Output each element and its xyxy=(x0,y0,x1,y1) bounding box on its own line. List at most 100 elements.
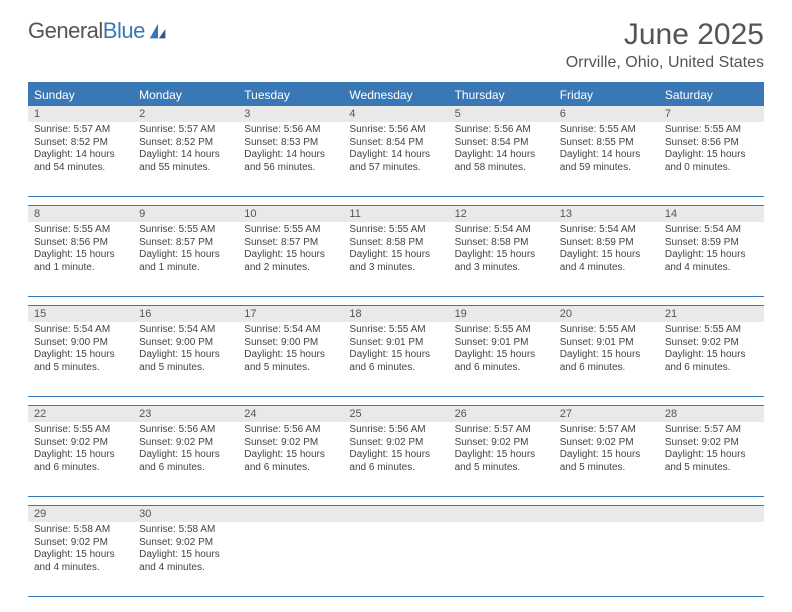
day-data: Sunrise: 5:54 AMSunset: 8:59 PMDaylight:… xyxy=(554,222,659,278)
day-number xyxy=(554,506,659,522)
daylight-line1: Daylight: 15 hours xyxy=(34,349,127,362)
logo: GeneralBlue xyxy=(28,18,169,44)
sunrise-line: Sunrise: 5:57 AM xyxy=(455,424,548,437)
day-data: Sunrise: 5:55 AMSunset: 8:56 PMDaylight:… xyxy=(659,122,764,178)
day-number: 12 xyxy=(449,206,554,222)
daynum-row: 22232425262728 xyxy=(28,405,764,422)
day-data: Sunrise: 5:55 AMSunset: 8:57 PMDaylight:… xyxy=(133,222,238,278)
sunset-line: Sunset: 8:58 PM xyxy=(349,237,442,250)
week-row: Sunrise: 5:55 AMSunset: 8:56 PMDaylight:… xyxy=(28,222,764,297)
day-cell: Sunrise: 5:58 AMSunset: 9:02 PMDaylight:… xyxy=(133,522,238,596)
dayhead-sun: Sunday xyxy=(28,84,133,106)
sunrise-line: Sunrise: 5:55 AM xyxy=(244,224,337,237)
daylight-line2: and 56 minutes. xyxy=(244,162,337,175)
day-data: Sunrise: 5:55 AMSunset: 8:55 PMDaylight:… xyxy=(554,122,659,178)
day-number: 8 xyxy=(28,206,133,222)
day-number: 19 xyxy=(449,306,554,322)
day-data: Sunrise: 5:55 AMSunset: 9:02 PMDaylight:… xyxy=(659,322,764,378)
day-data: Sunrise: 5:55 AMSunset: 8:57 PMDaylight:… xyxy=(238,222,343,278)
sunset-line: Sunset: 9:02 PM xyxy=(665,437,758,450)
daylight-line2: and 57 minutes. xyxy=(349,162,442,175)
day-number: 14 xyxy=(659,206,764,222)
daylight-line1: Daylight: 15 hours xyxy=(455,349,548,362)
day-number: 9 xyxy=(133,206,238,222)
dayhead-tue: Tuesday xyxy=(238,84,343,106)
day-cell: Sunrise: 5:54 AMSunset: 9:00 PMDaylight:… xyxy=(238,322,343,396)
day-number: 18 xyxy=(343,306,448,322)
sunrise-line: Sunrise: 5:57 AM xyxy=(560,424,653,437)
daylight-line1: Daylight: 15 hours xyxy=(139,349,232,362)
day-data: Sunrise: 5:56 AMSunset: 8:54 PMDaylight:… xyxy=(343,122,448,178)
sunset-line: Sunset: 8:54 PM xyxy=(455,137,548,150)
daylight-line2: and 6 minutes. xyxy=(665,362,758,375)
day-cell: Sunrise: 5:55 AMSunset: 9:01 PMDaylight:… xyxy=(343,322,448,396)
daylight-line2: and 5 minutes. xyxy=(455,462,548,475)
daylight-line2: and 58 minutes. xyxy=(455,162,548,175)
day-cell: Sunrise: 5:54 AMSunset: 9:00 PMDaylight:… xyxy=(133,322,238,396)
day-data: Sunrise: 5:56 AMSunset: 8:53 PMDaylight:… xyxy=(238,122,343,178)
day-cell: Sunrise: 5:56 AMSunset: 9:02 PMDaylight:… xyxy=(343,422,448,496)
day-number xyxy=(238,506,343,522)
sunrise-line: Sunrise: 5:55 AM xyxy=(34,224,127,237)
day-header-row: Sunday Monday Tuesday Wednesday Thursday… xyxy=(28,84,764,106)
day-cell: Sunrise: 5:57 AMSunset: 9:02 PMDaylight:… xyxy=(449,422,554,496)
daylight-line2: and 6 minutes. xyxy=(244,462,337,475)
sunset-line: Sunset: 9:02 PM xyxy=(139,537,232,550)
calendar: Sunday Monday Tuesday Wednesday Thursday… xyxy=(28,82,764,597)
day-cell xyxy=(449,522,554,596)
day-data: Sunrise: 5:58 AMSunset: 9:02 PMDaylight:… xyxy=(28,522,133,578)
week-row: Sunrise: 5:54 AMSunset: 9:00 PMDaylight:… xyxy=(28,322,764,397)
sunset-line: Sunset: 8:56 PM xyxy=(34,237,127,250)
day-number: 27 xyxy=(554,406,659,422)
logo-part2: Blue xyxy=(103,18,145,43)
week-row: Sunrise: 5:58 AM Sunset: 9:02 PM Daylight:… xyxy=(28,522,764,597)
day-number: 11 xyxy=(343,206,448,222)
daylight-line1: Daylight: 15 hours xyxy=(34,549,127,562)
dayhead-thu: Thursday xyxy=(449,84,554,106)
daylight-line1: Daylight: 15 hours xyxy=(139,249,232,262)
day-number: 24 xyxy=(238,406,343,422)
day-data: Sunrise: 5:55 AMSunset: 8:56 PMDaylight:… xyxy=(28,222,133,278)
sunrise-line: Sunrise: 5:58 AM xyxy=(34,524,127,537)
day-cell: Sunrise: 5:55 AMSunset: 8:56 PMDaylight:… xyxy=(659,122,764,196)
day-number xyxy=(449,506,554,522)
day-cell xyxy=(659,522,764,596)
week-row: Sunrise: 5:55 AMSunset: 9:02 PMDaylight:… xyxy=(28,422,764,497)
sunset-line: Sunset: 9:02 PM xyxy=(34,437,127,450)
day-cell: Sunrise: 5:55 AMSunset: 8:58 PMDaylight:… xyxy=(343,222,448,296)
daylight-line2: and 5 minutes. xyxy=(560,462,653,475)
daylight-line1: Daylight: 15 hours xyxy=(349,249,442,262)
logo-text: GeneralBlue xyxy=(28,18,145,44)
day-data: Sunrise: 5:54 AMSunset: 9:00 PMDaylight:… xyxy=(238,322,343,378)
daylight-line1: Daylight: 15 hours xyxy=(665,349,758,362)
sunset-line: Sunset: 9:01 PM xyxy=(349,337,442,350)
day-cell xyxy=(343,522,448,596)
day-number xyxy=(343,506,448,522)
day-cell: Sunrise: 5:56 AMSunset: 8:53 PMDaylight:… xyxy=(238,122,343,196)
day-cell: Sunrise: 5:55 AMSunset: 9:02 PMDaylight:… xyxy=(659,322,764,396)
sunset-line: Sunset: 8:52 PM xyxy=(34,137,127,150)
sunrise-line: Sunrise: 5:56 AM xyxy=(244,424,337,437)
daylight-line2: and 59 minutes. xyxy=(560,162,653,175)
day-number: 4 xyxy=(343,106,448,122)
daylight-line2: and 5 minutes. xyxy=(34,362,127,375)
day-cell: Sunrise: 5:57 AMSunset: 8:52 PMDaylight:… xyxy=(28,122,133,196)
daylight-line2: and 5 minutes. xyxy=(139,362,232,375)
daylight-line2: and 2 minutes. xyxy=(244,262,337,275)
day-cell: Sunrise: 5:54 AMSunset: 8:58 PMDaylight:… xyxy=(449,222,554,296)
daylight-line2: and 4 minutes. xyxy=(34,562,127,575)
day-number: 25 xyxy=(343,406,448,422)
day-cell: Sunrise: 5:56 AMSunset: 8:54 PMDaylight:… xyxy=(449,122,554,196)
daylight-line1: Daylight: 14 hours xyxy=(349,149,442,162)
page: GeneralBlue June 2025 Orrville, Ohio, Un… xyxy=(0,0,792,597)
sunrise-line: Sunrise: 5:55 AM xyxy=(665,324,758,337)
daylight-line1: Daylight: 14 hours xyxy=(244,149,337,162)
daylight-line1: Daylight: 15 hours xyxy=(244,349,337,362)
location: Orrville, Ohio, United States xyxy=(566,54,764,72)
sunset-line: Sunset: 8:58 PM xyxy=(455,237,548,250)
sunset-line: Sunset: 8:55 PM xyxy=(560,137,653,150)
sunset-line: Sunset: 9:02 PM xyxy=(665,337,758,350)
day-number: 7 xyxy=(659,106,764,122)
daynum-row: 1234567 xyxy=(28,106,764,122)
daylight-line2: and 4 minutes. xyxy=(665,262,758,275)
